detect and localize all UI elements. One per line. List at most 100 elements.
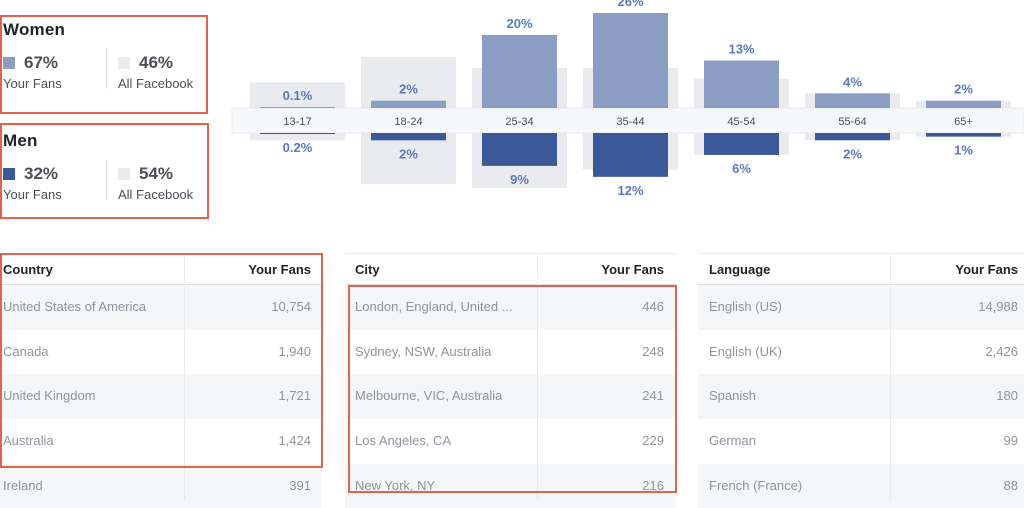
women-fans-swatch (3, 57, 15, 69)
women-bar (926, 100, 1001, 108)
men-bar (704, 133, 779, 155)
men-bar (593, 133, 668, 177)
city-fans-cell: 216 (642, 477, 664, 493)
language-fans-cell: 2,426 (985, 343, 1018, 359)
country-name-cell: Australia (3, 433, 54, 449)
city-table-row: London, England, United ... 446 (345, 285, 676, 330)
language-fans-cell: 99 (1003, 433, 1018, 449)
men-divider (106, 160, 107, 200)
men-bar (815, 133, 890, 141)
women-data-label: 4% (843, 74, 862, 89)
women-bar (371, 100, 446, 108)
men-data-label: 1% (954, 143, 973, 158)
country-name-cell: Canada (3, 343, 49, 359)
language-name-cell: Spanish (709, 388, 756, 404)
city-table-header: City Your Fans (345, 253, 676, 285)
language-table-row: English (US) 14,988 (698, 285, 1024, 330)
women-data-label: 26% (617, 0, 643, 9)
women-fb-swatch (118, 57, 130, 69)
women-bar (593, 13, 668, 108)
country-col-divider (184, 253, 185, 501)
age-tick-label: 35-44 (616, 116, 644, 128)
country-fans-col-header[interactable]: Your Fans (248, 262, 311, 277)
men-title: Men (3, 131, 38, 150)
language-col-header[interactable]: Language (709, 262, 771, 277)
language-table: Language Your Fans English (US) 14,988 Eng… (698, 253, 1024, 508)
women-fb-label: All Facebook (118, 76, 194, 91)
city-table: City Your Fans London, England, United .… (345, 253, 676, 508)
language-fans-cell: 14,988 (978, 299, 1018, 314)
language-table-row: German 99 (698, 419, 1024, 464)
city-name-cell: Los Angeles, CA (355, 433, 452, 449)
men-summary: Men 32% Your Fans 54% All Facebook (0, 126, 208, 218)
men-bar (482, 133, 557, 166)
women-data-label: 2% (399, 82, 418, 97)
language-table-header: Language Your Fans (698, 253, 1024, 285)
language-name-cell: French (France) (709, 477, 803, 493)
country-table-row: United Kingdom 1,721 (0, 374, 321, 420)
country-col-header[interactable]: Country (3, 262, 53, 277)
all-facebook-women-bar (250, 82, 345, 108)
all-facebook-men-bar (361, 133, 456, 185)
language-col-divider (890, 253, 891, 501)
women-divider (106, 49, 107, 89)
country-fans-cell: 1,424 (278, 433, 311, 449)
all-facebook-men-bar (250, 133, 345, 141)
city-name-cell: Melbourne, VIC, Australia (355, 388, 503, 404)
men-data-label: 2% (399, 146, 418, 161)
language-name-cell: German (709, 433, 756, 449)
age-tick-label: 45-54 (727, 116, 755, 128)
country-fans-cell: 1,721 (278, 388, 311, 404)
women-bar (815, 93, 890, 108)
country-fans-cell: 1,940 (278, 343, 311, 359)
city-name-cell: London, England, United ... (355, 299, 513, 314)
country-table-row: Australia 1,424 (0, 419, 321, 464)
city-table-row: Los Angeles, CA 229 (345, 419, 676, 464)
city-name-cell: New York, NY (355, 477, 436, 493)
city-col-divider (537, 253, 538, 501)
language-fans-cell: 88 (1003, 477, 1018, 493)
language-table-row: Spanish 180 (698, 374, 1024, 420)
city-col-header[interactable]: City (355, 262, 380, 277)
age-tick-label: 65+ (954, 116, 973, 128)
women-data-label: 0.1% (283, 88, 313, 103)
women-summary: Women 67% Your Fans 46% All Facebook (0, 15, 208, 107)
men-fans-swatch (3, 168, 15, 180)
women-title: Women (3, 20, 66, 39)
women-data-label: 20% (506, 16, 532, 31)
age-tick-label: 55-64 (838, 116, 866, 128)
women-fans-label: Your Fans (3, 76, 62, 91)
country-fans-cell: 10,754 (271, 299, 311, 314)
men-bar (260, 133, 335, 134)
all-facebook-women-bar (361, 56, 456, 108)
men-data-label: 2% (843, 146, 862, 161)
city-table-row: Melbourne, VIC, Australia 241 (345, 374, 676, 420)
language-fans-col-header[interactable]: Your Fans (955, 262, 1018, 277)
men-data-label: 6% (732, 161, 751, 176)
men-fb-pct: 54% (139, 164, 174, 183)
country-table-row: Ireland 391 (0, 463, 321, 508)
country-name-cell: United Kingdom (3, 388, 96, 404)
city-fans-col-header[interactable]: Your Fans (601, 262, 664, 277)
age-axis-band (231, 107, 1024, 134)
country-fans-cell: 391 (289, 477, 311, 493)
city-table-row: Sydney, NSW, Australia 248 (345, 330, 676, 375)
men-data-label: 0.2% (283, 140, 313, 155)
language-name-cell: English (US) (709, 299, 782, 314)
men-fb-label: All Facebook (118, 187, 194, 202)
city-table-row: New York, NY 216 (345, 463, 676, 508)
country-table-row: Canada 1,940 (0, 330, 321, 375)
women-bar (704, 60, 779, 108)
women-bar (482, 34, 557, 108)
country-table-header: Country Your Fans (0, 253, 321, 285)
city-fans-cell: 446 (642, 299, 664, 314)
country-name-cell: United States of America (3, 299, 147, 314)
city-fans-cell: 241 (642, 388, 664, 404)
language-table-row: French (France) 88 (698, 463, 1024, 508)
women-data-label: 2% (954, 82, 973, 97)
country-table-row: United States of America 10,754 (0, 285, 321, 330)
women-bar (260, 107, 335, 108)
city-fans-cell: 248 (642, 343, 664, 359)
men-bar (926, 133, 1001, 137)
city-fans-cell: 229 (642, 433, 664, 449)
